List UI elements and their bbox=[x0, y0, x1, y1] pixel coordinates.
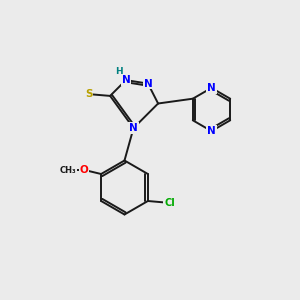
Text: O: O bbox=[80, 165, 88, 176]
Text: N: N bbox=[207, 126, 216, 136]
Text: CH₃: CH₃ bbox=[60, 166, 76, 175]
Text: N: N bbox=[122, 75, 130, 85]
Text: H: H bbox=[116, 67, 123, 76]
Text: N: N bbox=[207, 83, 216, 93]
Text: N: N bbox=[144, 79, 152, 88]
Text: S: S bbox=[85, 89, 92, 99]
Text: N: N bbox=[129, 123, 138, 133]
Text: Cl: Cl bbox=[164, 197, 175, 208]
